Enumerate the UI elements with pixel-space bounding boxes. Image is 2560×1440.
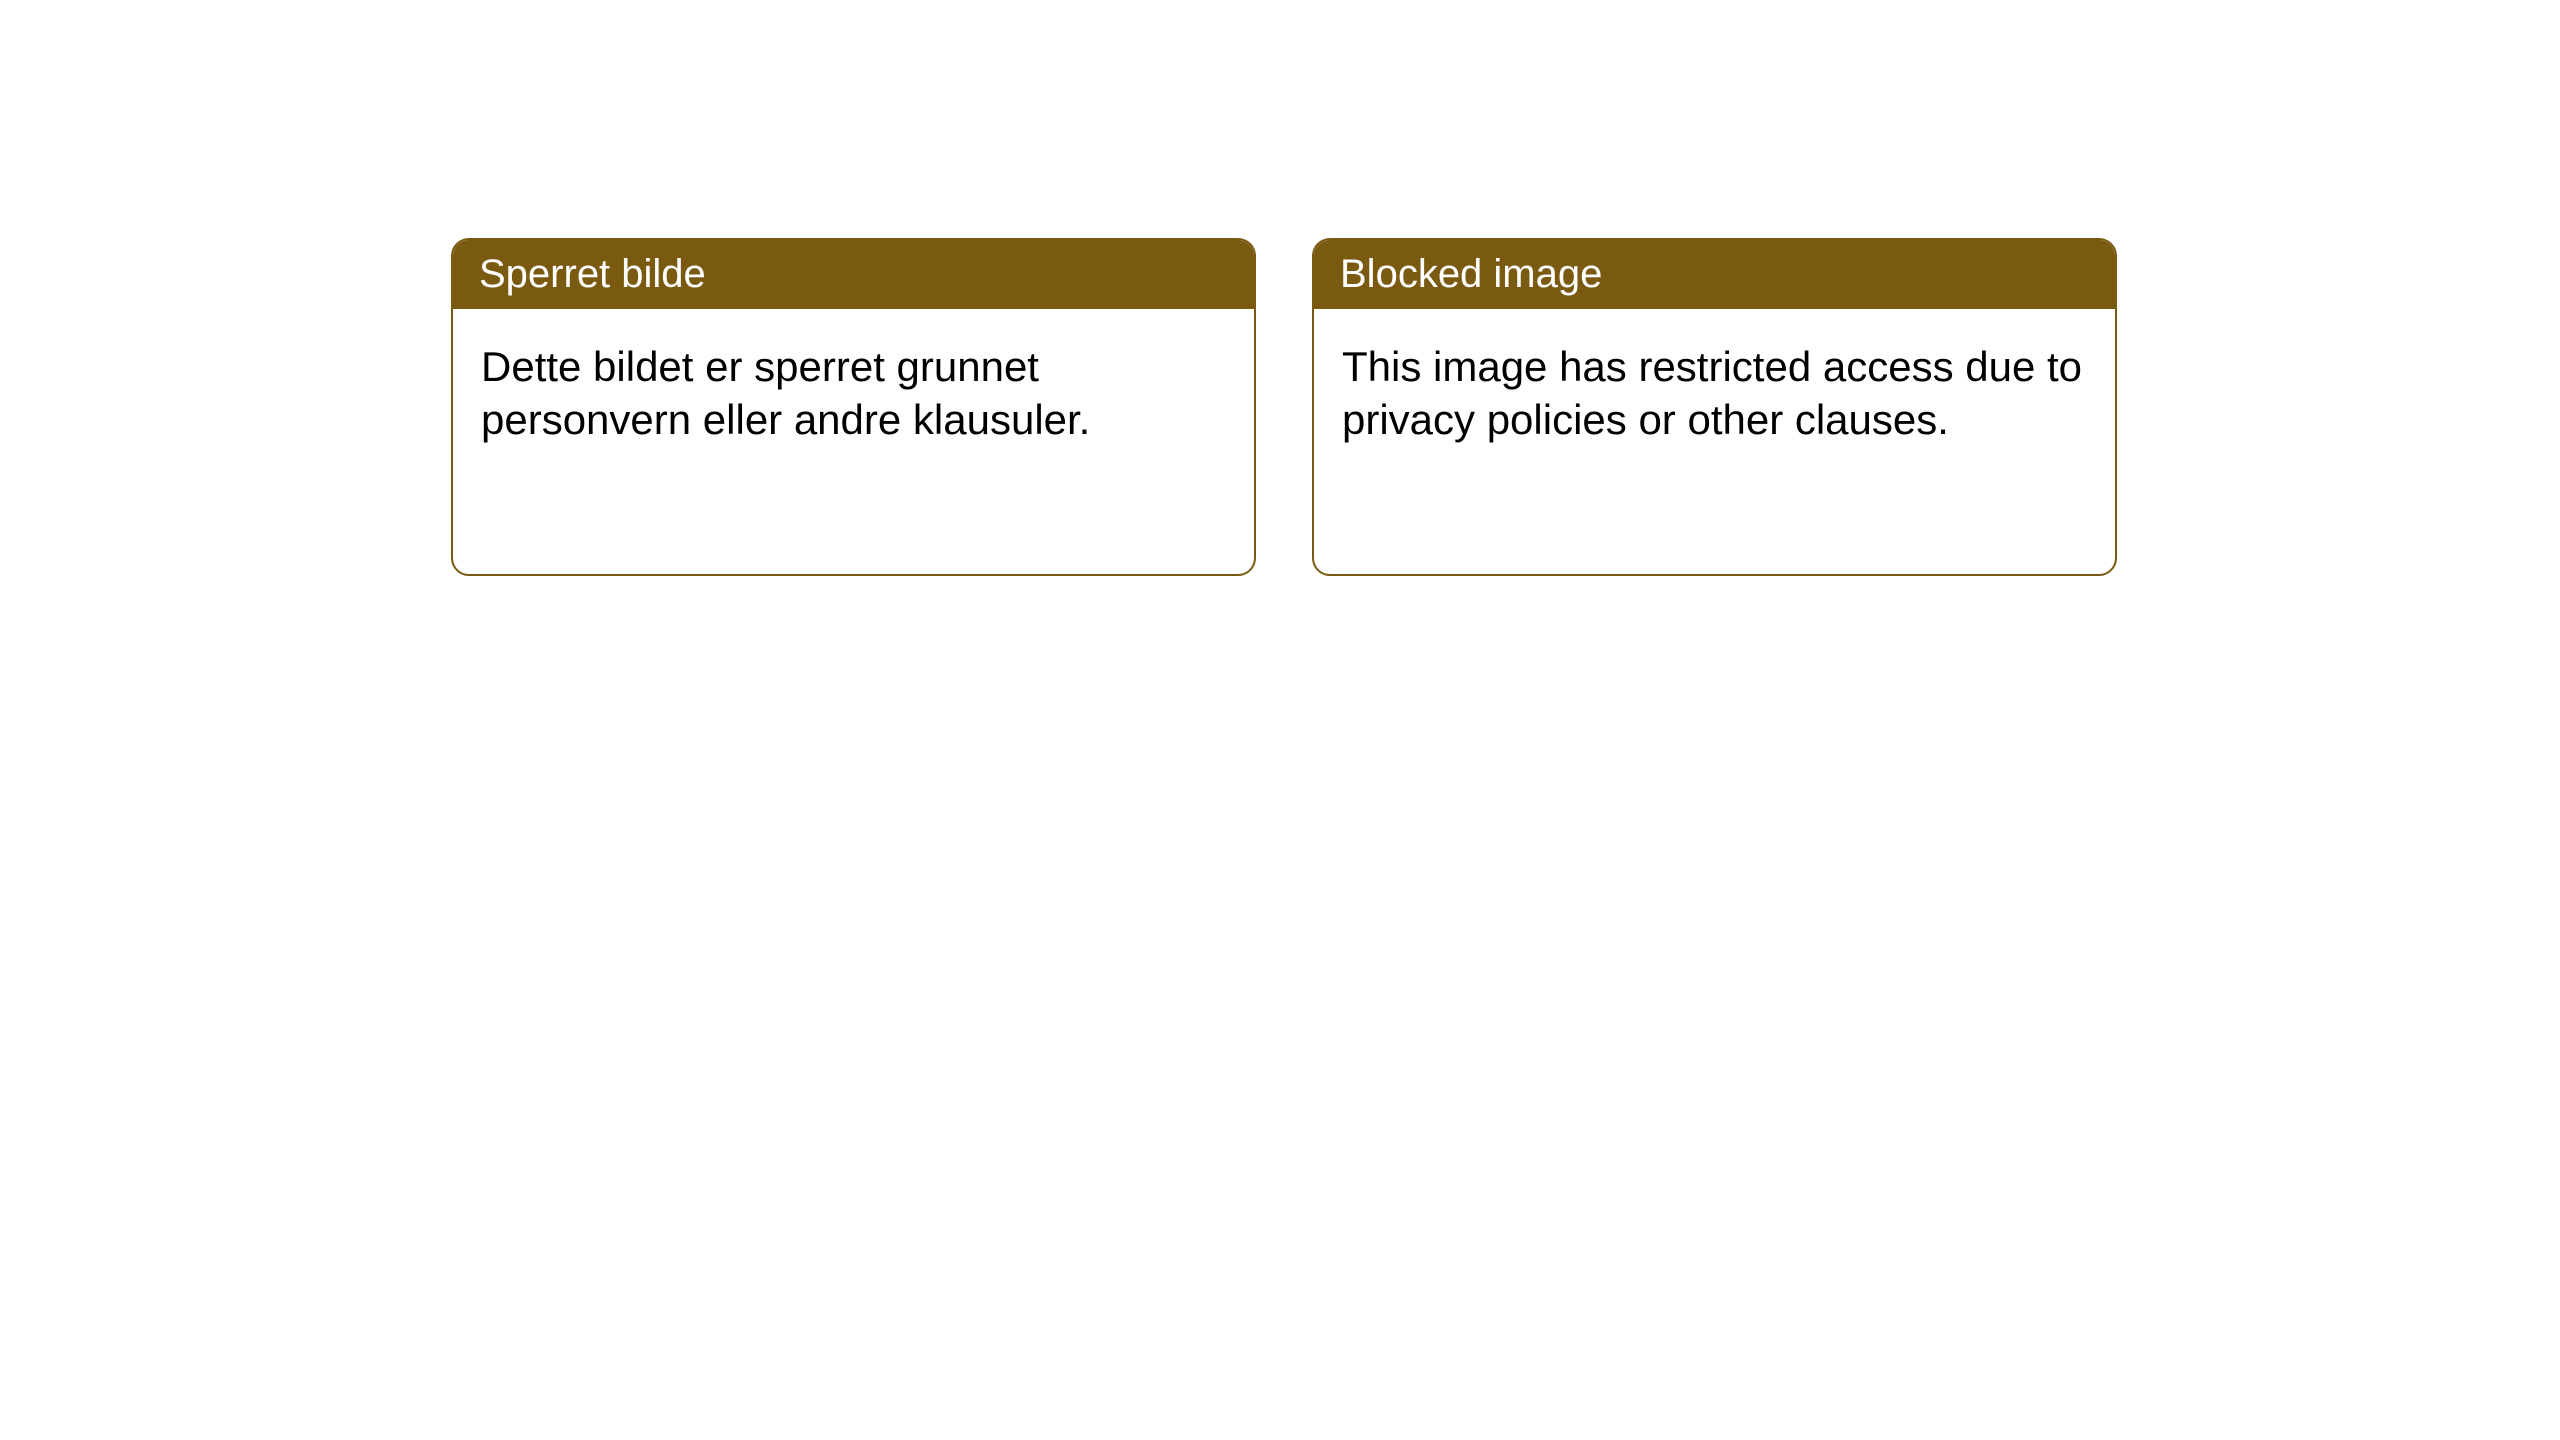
- notice-cards-container: Sperret bilde Dette bildet er sperret gr…: [451, 238, 2117, 576]
- card-body: This image has restricted access due to …: [1314, 309, 2115, 478]
- card-header: Sperret bilde: [453, 240, 1254, 309]
- card-message: Dette bildet er sperret grunnet personve…: [481, 343, 1090, 443]
- card-header: Blocked image: [1314, 240, 2115, 309]
- notice-card-english: Blocked image This image has restricted …: [1312, 238, 2117, 576]
- card-title: Blocked image: [1340, 252, 1602, 296]
- card-body: Dette bildet er sperret grunnet personve…: [453, 309, 1254, 478]
- card-message: This image has restricted access due to …: [1342, 343, 2082, 443]
- notice-card-norwegian: Sperret bilde Dette bildet er sperret gr…: [451, 238, 1256, 576]
- card-title: Sperret bilde: [479, 252, 706, 296]
